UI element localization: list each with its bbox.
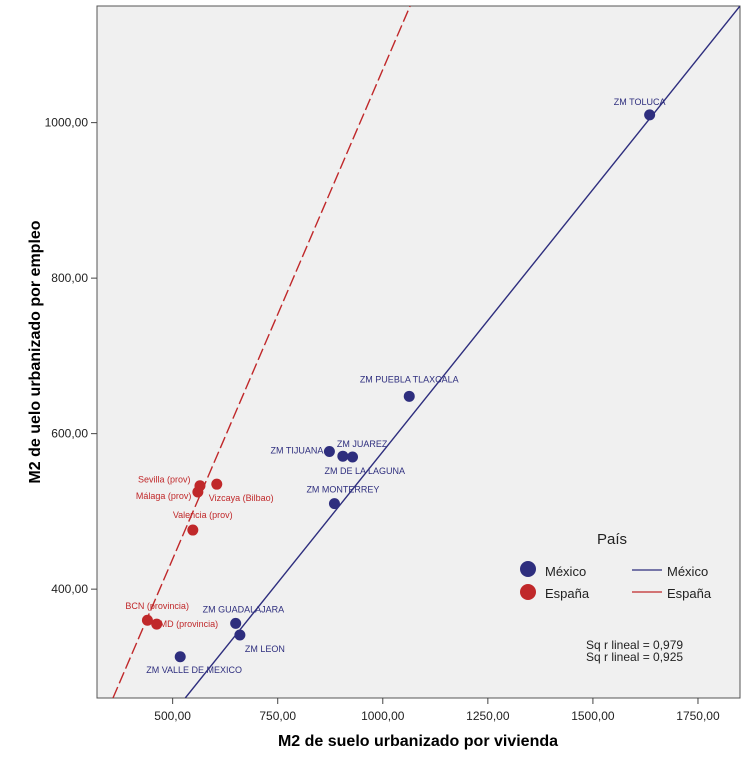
- data-point: [323, 446, 335, 458]
- y-axis-title: M2 de uelo urbanizado por empleo: [27, 220, 44, 483]
- data-point: [211, 478, 223, 490]
- fit-line-mexico: [184, 6, 740, 698]
- x-tick-label: 500,00: [154, 709, 191, 723]
- y-tick-label: 800,00: [51, 271, 88, 285]
- data-point: [328, 498, 340, 510]
- x-tick-label: 1000,00: [361, 709, 405, 723]
- data-point-label: ZM MONTERREY: [306, 485, 379, 495]
- legend-title: País: [597, 531, 627, 548]
- data-point-label: Valencia (prov): [173, 510, 233, 520]
- x-tick-label: 750,00: [259, 709, 296, 723]
- legend-line-label-mexico: México: [667, 564, 708, 579]
- data-point: [347, 451, 359, 463]
- data-point: [141, 614, 153, 626]
- data-point: [174, 651, 186, 663]
- fit-stat-mexico: Sq r lineal = 0,979: [586, 638, 683, 652]
- legend-line-label-spain: España: [667, 586, 712, 601]
- fit-lines: [112, 6, 740, 698]
- data-point-label: MD (provincia): [160, 619, 219, 629]
- data-point-label: BCN (provincia): [125, 601, 189, 611]
- data-point-label: ZM TIJUANA: [271, 446, 324, 456]
- data-point-label: ZM GUADALAJARA: [203, 604, 285, 614]
- data-point-label: ZM PUEBLA TLAXCALA: [360, 374, 459, 384]
- data-point-label: ZM VALLE DE MEXICO: [146, 665, 242, 675]
- y-tick-label: 400,00: [51, 582, 88, 596]
- data-point: [234, 629, 246, 641]
- y-tick-label: 1000,00: [45, 116, 89, 130]
- data-point-label: ZM DE LA LAGUNA: [325, 466, 406, 476]
- legend-marker-label-mexico: México: [545, 564, 586, 579]
- legend-marker-label-spain: España: [545, 586, 590, 601]
- data-point: [151, 618, 163, 630]
- data-point: [644, 109, 656, 121]
- legend: País México España México España: [520, 531, 712, 601]
- data-point-label: Sevilla (prov): [138, 475, 191, 485]
- legend-marker-spain: [520, 584, 536, 600]
- fit-stat-spain: Sq r lineal = 0,925: [586, 650, 683, 664]
- x-tick-label: 1750,00: [676, 709, 720, 723]
- fit-line-spain: [112, 6, 411, 698]
- y-tick-label: 600,00: [51, 427, 88, 441]
- plot-area: [96, 5, 741, 699]
- data-point: [403, 390, 415, 402]
- x-axis-title: M2 de suelo urbanizado por vivienda: [278, 733, 558, 750]
- data-point: [230, 617, 242, 629]
- data-point: [187, 524, 199, 536]
- data-point: [337, 450, 349, 462]
- x-tick-label: 1250,00: [466, 709, 510, 723]
- data-point-label: ZM JUAREZ: [337, 439, 388, 449]
- x-axis-ticks: 500,00 750,00 1000,00 1250,00 1500,00 1750,00: [154, 698, 720, 723]
- data-point-label: ZM TOLUCA: [614, 97, 666, 107]
- data-point-label: Málaga (prov): [136, 491, 192, 501]
- y-axis-ticks: 400,00 600,00 800,00 1000,00: [45, 116, 97, 596]
- data-point-label: Vizcaya (Bilbao): [209, 493, 274, 503]
- data-points: [141, 109, 656, 663]
- data-point: [192, 486, 204, 498]
- data-point-label: ZM LEON: [245, 644, 285, 654]
- legend-marker-mexico: [520, 561, 536, 577]
- x-tick-label: 1500,00: [571, 709, 615, 723]
